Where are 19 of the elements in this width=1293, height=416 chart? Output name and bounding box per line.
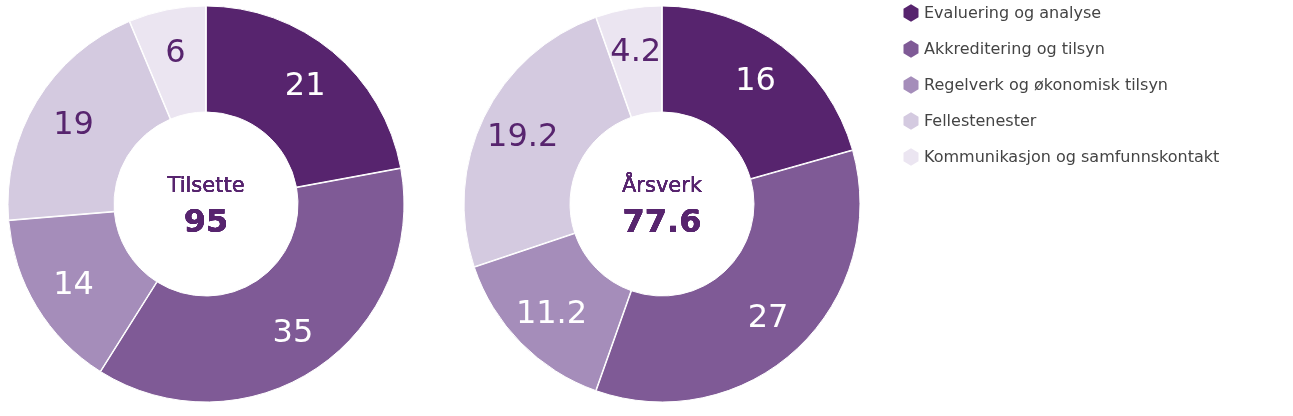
- data-label: 16: [735, 60, 776, 99]
- text: Årsverk: [621, 171, 703, 197]
- data-label: 4.2: [610, 31, 662, 70]
- data-label: 6: [165, 32, 186, 71]
- data-label: 27: [747, 297, 789, 336]
- data-label: 11.2: [515, 292, 588, 331]
- text: Tilsette: [166, 173, 245, 197]
- data-label: 21: [284, 64, 326, 103]
- legend-label: Kommunikasjon og samfunnskontakt: [924, 147, 1220, 166]
- text: 77.6: [622, 202, 702, 240]
- text: 95: [183, 202, 229, 240]
- data-label: 35: [272, 312, 314, 351]
- data-label: 19.2: [487, 116, 559, 155]
- legend-label: Regelverk og økonomisk tilsyn: [924, 75, 1168, 94]
- data-label: 19: [53, 103, 94, 142]
- data-label: 14: [53, 264, 94, 303]
- legend-label: Akkreditering og tilsyn: [924, 39, 1105, 58]
- legend-label: Fellestenester: [924, 111, 1037, 130]
- legend-label: Evaluering og analyse: [924, 3, 1102, 22]
